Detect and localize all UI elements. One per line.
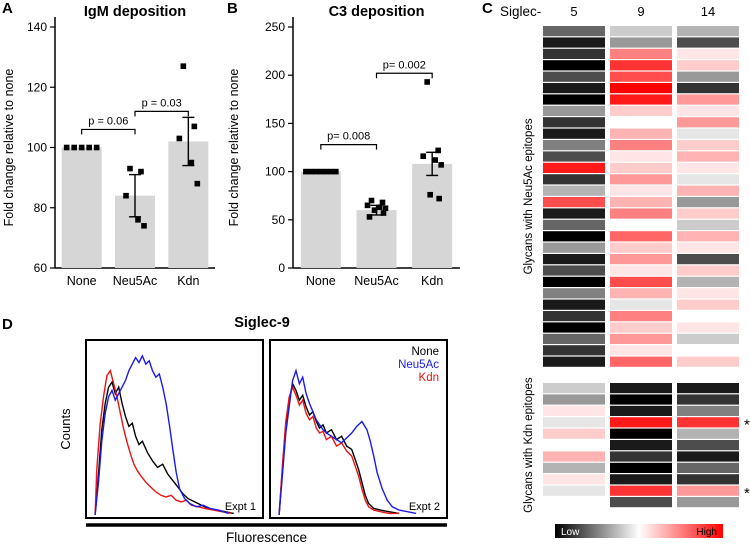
c3-deposition-bar-chart: C3 deposition Fold change relative to non… xyxy=(227,4,460,288)
svg-text:*: * xyxy=(744,485,750,502)
panel-a-label: A xyxy=(2,0,13,17)
svg-text:p= 0.008: p= 0.008 xyxy=(327,131,370,143)
svg-text:9: 9 xyxy=(637,4,644,19)
svg-text:60: 60 xyxy=(34,261,48,275)
svg-text:100: 100 xyxy=(27,141,47,155)
svg-text:High: High xyxy=(696,527,717,538)
svg-text:250: 250 xyxy=(265,20,285,34)
svg-text:p = 0.06: p = 0.06 xyxy=(88,115,128,127)
svg-text:Kdn: Kdn xyxy=(177,274,199,288)
svg-text:100: 100 xyxy=(265,165,285,179)
svg-text:Neu5Ac: Neu5Ac xyxy=(354,274,398,288)
svg-text:Fold change relative to none: Fold change relative to none xyxy=(2,69,16,227)
svg-text:Kdn: Kdn xyxy=(421,274,443,288)
svg-text:p= 0.002: p= 0.002 xyxy=(383,59,426,71)
svg-text:Expt 2: Expt 2 xyxy=(409,501,440,513)
svg-text:80: 80 xyxy=(34,201,48,215)
svg-text:5: 5 xyxy=(570,4,577,19)
svg-text:Fluorescence: Fluorescence xyxy=(226,530,307,545)
svg-text:200: 200 xyxy=(265,68,285,82)
svg-text:0: 0 xyxy=(278,261,285,275)
svg-text:Siglec-9: Siglec-9 xyxy=(234,315,290,331)
svg-text:50: 50 xyxy=(272,213,286,227)
siglec-glycan-heatmap: Siglec- 5 9 14 Glycans with Neu5Ac epitopes *… xyxy=(500,4,750,538)
svg-text:p = 0.03: p = 0.03 xyxy=(142,97,182,109)
panel-d-label: D xyxy=(2,316,13,333)
svg-text:Counts: Counts xyxy=(58,408,73,450)
svg-text:Expt 1: Expt 1 xyxy=(225,501,256,513)
svg-text:Glycans with Kdn epitopes: Glycans with Kdn epitopes xyxy=(523,377,535,513)
panel-b-label: B xyxy=(227,0,238,17)
svg-text:Neu5Ac: Neu5Ac xyxy=(113,274,157,288)
igm-deposition-bar-chart: IgM deposition Fold change relative to no… xyxy=(2,4,215,288)
svg-text:None: None xyxy=(67,274,97,288)
svg-text:120: 120 xyxy=(27,80,47,94)
svg-text:None: None xyxy=(412,346,440,358)
svg-text:Neu5Ac: Neu5Ac xyxy=(398,359,439,371)
svg-text:None: None xyxy=(306,274,336,288)
svg-text:*: * xyxy=(744,416,750,433)
panel-c-label: C xyxy=(482,0,493,17)
svg-text:Glycans with Neu5Ac epitopes: Glycans with Neu5Ac epitopes xyxy=(523,118,535,274)
svg-text:IgM deposition: IgM deposition xyxy=(84,4,186,20)
svg-text:14: 14 xyxy=(701,4,715,19)
svg-text:Low: Low xyxy=(561,527,580,538)
svg-text:Fold change relative to none: Fold change relative to none xyxy=(227,69,241,227)
svg-text:Siglec-: Siglec- xyxy=(500,4,541,19)
svg-text:150: 150 xyxy=(265,116,285,130)
svg-text:140: 140 xyxy=(27,20,47,34)
svg-text:C3 deposition: C3 deposition xyxy=(329,4,425,20)
svg-text:Kdn: Kdn xyxy=(419,372,439,384)
